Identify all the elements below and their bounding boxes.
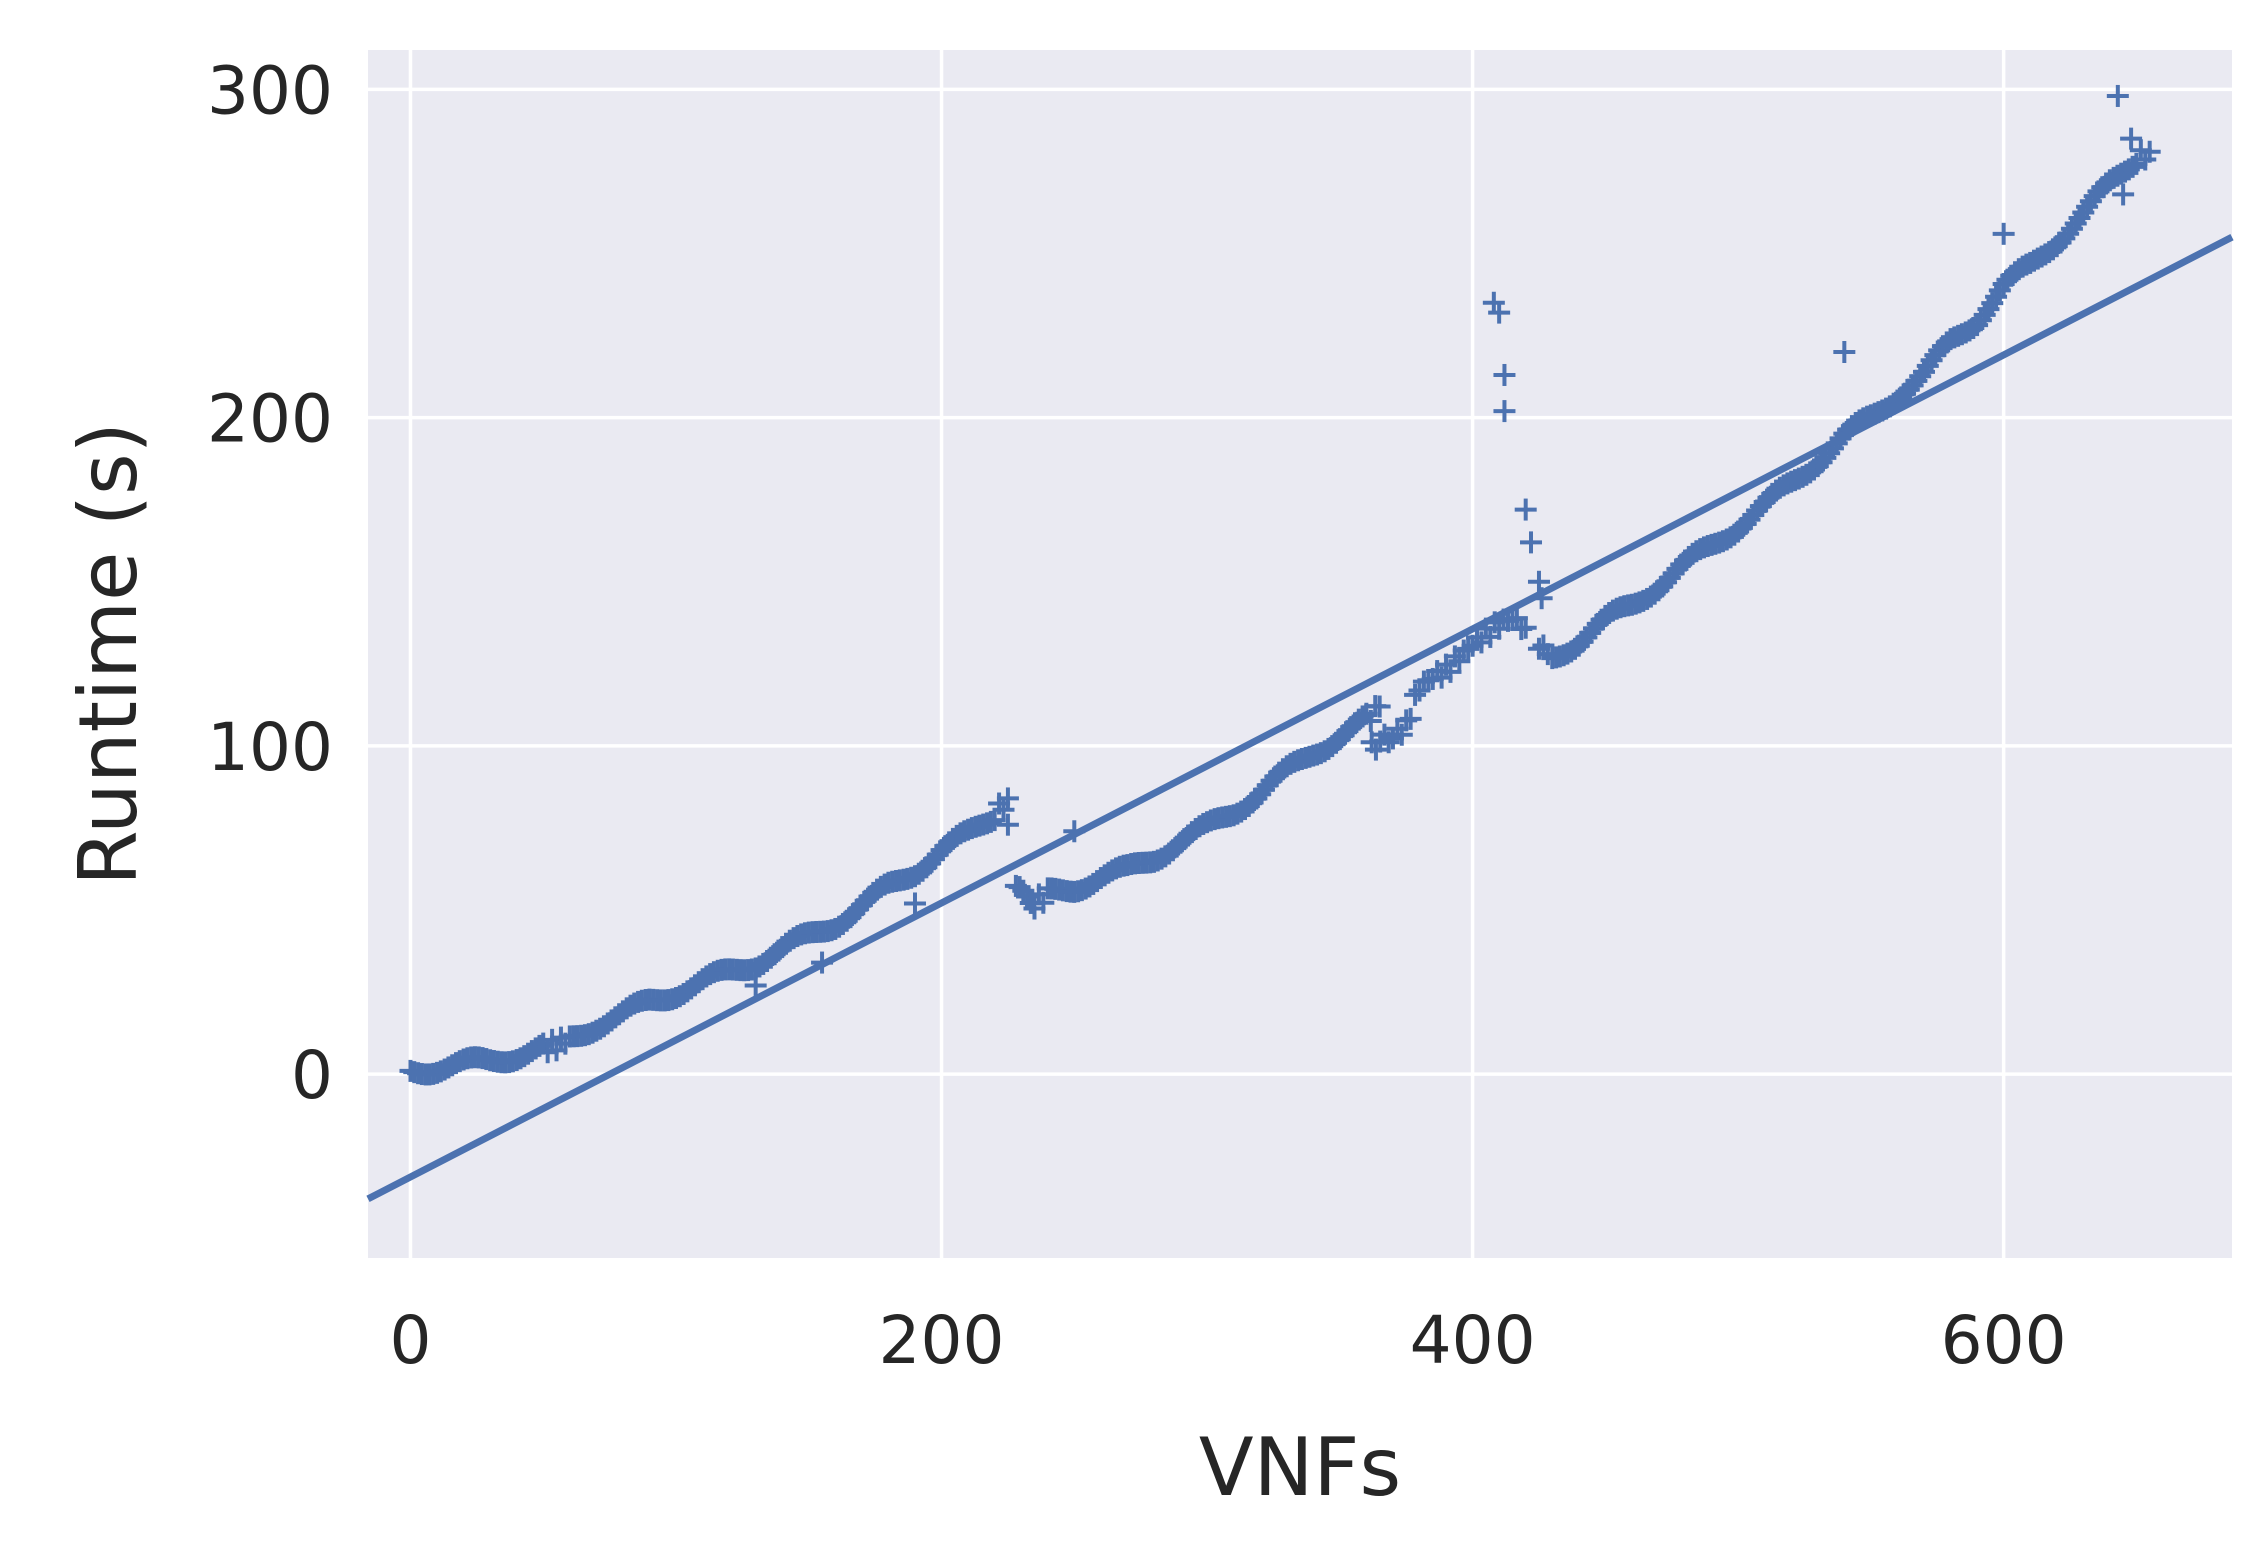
scatter-point — [1530, 587, 1553, 610]
scatter-markers — [399, 84, 2161, 1086]
scatter-point — [2112, 183, 2135, 206]
scatter-point — [2121, 155, 2144, 178]
scatter-point — [903, 892, 926, 915]
plot-background — [368, 50, 2232, 1258]
y-tick-label: 0 — [291, 1037, 333, 1114]
scatter-point — [1390, 723, 1413, 746]
scatter-point — [1359, 709, 1382, 732]
scatter-point — [1032, 891, 1055, 914]
scatter-point — [1992, 222, 2015, 245]
scatter-point — [2138, 140, 2161, 163]
regression-line — [366, 233, 2234, 1203]
scatter-point — [992, 798, 1015, 821]
x-axis-label: VNFs — [1199, 1421, 1401, 1514]
scatter-point — [1457, 637, 1480, 660]
grid-lines — [368, 50, 2232, 1258]
scatter-point — [1377, 731, 1400, 754]
scatter-point — [2120, 127, 2143, 150]
scatter-point — [744, 974, 767, 997]
y-tick-label: 300 — [207, 52, 333, 129]
scatter-point — [1448, 650, 1471, 673]
y-tick-label: 200 — [207, 381, 333, 458]
tick-labels: 0 200 400 600 0 100 200 300 — [207, 52, 2067, 1379]
scatter-point — [1514, 498, 1537, 521]
scatter-point — [1063, 820, 1086, 843]
scatter-point — [1493, 400, 1516, 423]
x-tick-label: 0 — [389, 1302, 431, 1379]
scatter-point — [1493, 363, 1516, 386]
scatter-point — [1399, 707, 1422, 730]
x-tick-label: 200 — [879, 1302, 1005, 1379]
scatter-point — [996, 813, 1019, 836]
x-tick-label: 400 — [1410, 1302, 1536, 1379]
scatter-point — [1368, 695, 1391, 718]
y-tick-label: 100 — [207, 709, 333, 786]
scatter-point — [811, 951, 834, 974]
scatter-point — [1404, 683, 1427, 706]
scatter-point — [996, 787, 1019, 810]
scatter-point — [2106, 84, 2129, 107]
x-tick-label: 600 — [1941, 1302, 2067, 1379]
y-axis-label: Runtime (s) — [62, 422, 155, 886]
scatter-point — [1482, 291, 1505, 314]
scatter-point — [1488, 301, 1511, 324]
scatter-point — [1527, 570, 1550, 593]
regression-fit-line — [366, 233, 2234, 1203]
scatter-point — [1833, 341, 1856, 363]
scatter-point — [1514, 616, 1537, 639]
scatter-point — [1520, 531, 1543, 554]
scatter-point — [1969, 309, 1992, 332]
